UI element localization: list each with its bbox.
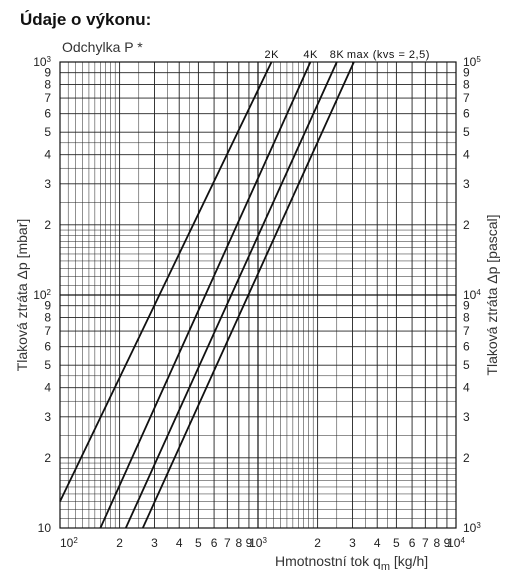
y-left-tick-label: 4 xyxy=(44,148,51,162)
y-right-tick-label: 8 xyxy=(463,78,470,92)
y-axis-label-left: Tlaková ztráta Δp [mbar] xyxy=(14,219,30,372)
x-tick-label: 9 xyxy=(246,536,253,550)
y-left-tick-label: 5 xyxy=(44,125,51,139)
series-label-4k: 4K xyxy=(303,49,318,61)
series-line-8k xyxy=(124,61,338,529)
y-left-tick-label: 8 xyxy=(44,78,51,92)
y-axis-label-right: Tlaková ztráta Δp [pascal] xyxy=(484,214,500,375)
y-left-tick-label: 102 xyxy=(33,288,51,303)
x-tick-label: 6 xyxy=(409,536,416,550)
y-right-tick-label: 8 xyxy=(463,311,470,325)
y-right-tick-label: 6 xyxy=(463,340,470,354)
x-tick-label: 2 xyxy=(116,536,123,550)
y-left-tick-label: 2 xyxy=(44,218,51,232)
y-left-tick-label: 3 xyxy=(44,410,51,424)
y-left-tick-label: 9 xyxy=(44,299,51,313)
y-left-tick-label: 4 xyxy=(44,381,51,395)
y-left-tick-label: 6 xyxy=(44,340,51,354)
series-label-max: max (kvs = 2,5) xyxy=(347,49,430,61)
x-tick-label: 2 xyxy=(314,536,321,550)
y-left-tick-label: 10 xyxy=(38,521,52,535)
grid xyxy=(60,62,456,528)
x-tick-label: 7 xyxy=(422,536,429,550)
x-tick-label: 9 xyxy=(444,536,451,550)
x-tick-label: 104 xyxy=(447,536,465,551)
x-axis-label: Hmotnostní tok qm [kg/h] xyxy=(275,553,428,573)
chart-title: Odchylka P * xyxy=(62,39,143,55)
y-right-tick-label: 7 xyxy=(463,91,470,105)
y-right-tick-label: 5 xyxy=(463,358,470,372)
plot-frame xyxy=(59,61,457,529)
y-right-tick-label: 104 xyxy=(463,288,481,303)
section-heading: Údaje o výkonu: xyxy=(20,10,152,29)
x-tick-label: 3 xyxy=(349,536,356,550)
y-right-tick-label: 7 xyxy=(463,324,470,338)
y-right-tick-label: 6 xyxy=(463,107,470,121)
y-left-tick-label: 6 xyxy=(44,107,51,121)
x-tick-label: 8 xyxy=(235,536,242,550)
y-left-tick-label: 7 xyxy=(44,324,51,338)
x-tick-label: 102 xyxy=(60,536,78,551)
x-tick-label: 8 xyxy=(433,536,440,550)
y-left-tick-label: 3 xyxy=(44,177,51,191)
series-lines: 2K 4K 8K max (kvs = 2,5) xyxy=(59,49,430,529)
y-right-tick-label: 2 xyxy=(463,451,470,465)
y-right-tick-label: 103 xyxy=(463,521,481,536)
series-line-4k xyxy=(99,61,312,529)
y-left-tick-label: 103 xyxy=(33,55,51,70)
series-line-max xyxy=(141,61,355,529)
x-tick-label: 6 xyxy=(211,536,218,550)
y-right-tick-label: 4 xyxy=(463,148,470,162)
y-right-tick-label: 5 xyxy=(463,125,470,139)
y-right-tick-label: 3 xyxy=(463,410,470,424)
series-label-8k: 8K xyxy=(330,49,345,61)
x-tick-label: 7 xyxy=(224,536,231,550)
y-right-tick-label: 3 xyxy=(463,177,470,191)
y-right-tick-label: 105 xyxy=(463,55,481,70)
y-left-tick-label: 7 xyxy=(44,91,51,105)
x-tick-label: 5 xyxy=(393,536,400,550)
x-tick-label: 3 xyxy=(151,536,158,550)
x-tick-label: 4 xyxy=(374,536,381,550)
series-label-2k: 2K xyxy=(265,49,280,61)
y-left-tick-label: 2 xyxy=(44,451,51,465)
y-left-tick-label: 5 xyxy=(44,358,51,372)
y-left-tick-label: 8 xyxy=(44,311,51,325)
y-right-tick-label: 9 xyxy=(463,66,470,80)
y-right-tick-label: 4 xyxy=(463,381,470,395)
series-line-2k xyxy=(59,61,273,502)
x-tick-label: 4 xyxy=(176,536,183,550)
y-right-tick-label: 9 xyxy=(463,299,470,313)
x-tick-label: 103 xyxy=(249,536,267,551)
x-tick-label: 5 xyxy=(195,536,202,550)
y-right-tick-label: 2 xyxy=(463,218,470,232)
y-left-tick-label: 9 xyxy=(44,66,51,80)
